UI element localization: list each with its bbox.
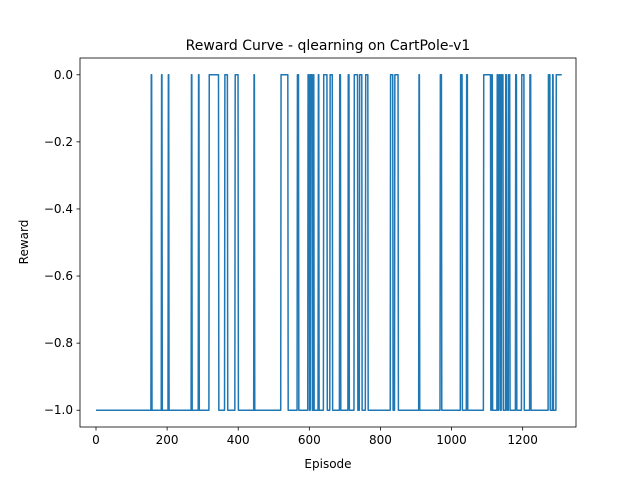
x-tick-label: 1000 [436,433,467,447]
x-tick-label: 0 [92,433,100,447]
plot-area: 0 200 400 600 800 1000 1200 −1.0 −0.8 −0.6 −0.4 −0.… [44,57,577,447]
y-tick-label: −0.2 [44,135,73,149]
x-tick-label: 600 [298,433,321,447]
reward-series-line [96,74,562,411]
x-tick-label: 200 [156,433,179,447]
y-tick-label: −0.8 [44,336,73,350]
x-axis-label: Episode [304,457,351,471]
axes-frame [79,57,577,428]
x-tick-label: 800 [369,433,392,447]
x-tick-label: 1200 [507,433,538,447]
y-tick-label: −0.6 [44,269,73,283]
x-tick-label: 400 [227,433,250,447]
chart-title: Reward Curve - qlearning on CartPole-v1 [186,38,471,54]
y-tick-label: 0.0 [54,68,73,82]
y-tick-label: −0.4 [44,202,73,216]
y-axis-label: Reward [17,220,31,265]
y-tick-label: −1.0 [44,403,73,417]
